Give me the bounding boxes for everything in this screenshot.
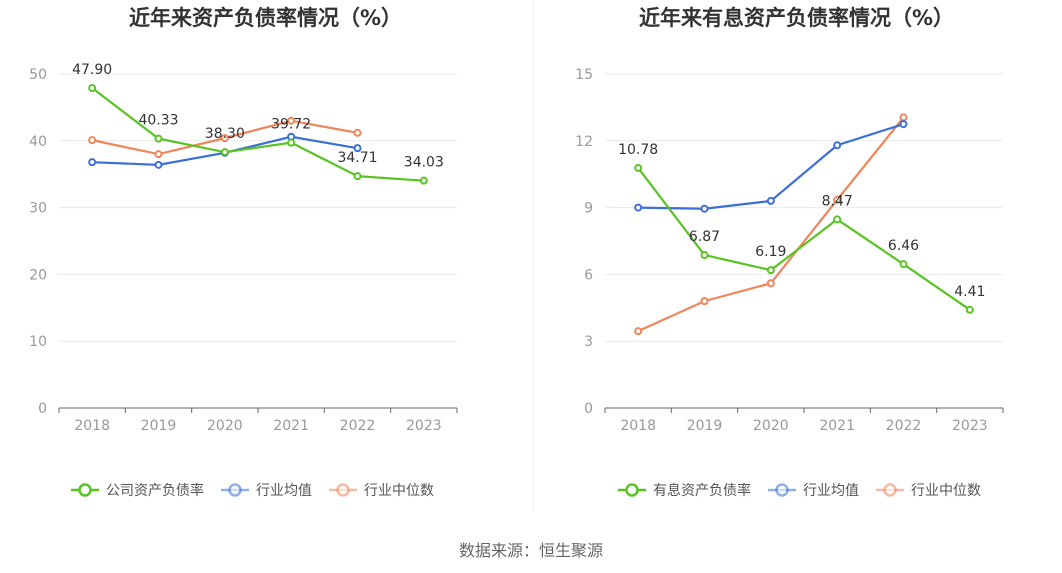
data-point[interactable] xyxy=(88,136,97,145)
series-line xyxy=(637,116,905,333)
data-point[interactable] xyxy=(634,203,643,212)
x-tick-label: 2019 xyxy=(687,418,723,434)
data-point[interactable] xyxy=(88,158,97,167)
data-point[interactable] xyxy=(833,215,842,224)
panel-divider xyxy=(533,0,534,510)
chart-legend: 公司资产负债率 行业均值 行业中位数 xyxy=(70,478,450,502)
x-tick-label: 2020 xyxy=(753,418,789,434)
data-point[interactable] xyxy=(766,279,775,288)
chart-title: 近年来资产负债率情况（%） xyxy=(128,6,403,30)
x-tick-label: 2022 xyxy=(340,418,376,434)
legend-item[interactable]: 行业中位数 xyxy=(328,480,434,500)
chart-plot-debt-ratio: 0 10 20 30 40 50 2018 2019 2020 2021 2022 2023 47.90… xyxy=(29,62,458,434)
y-tick-label: 10 xyxy=(29,334,47,350)
data-point[interactable] xyxy=(833,141,842,150)
data-point[interactable] xyxy=(220,148,229,157)
legend-label: 行业均值 xyxy=(803,483,859,499)
x-tick-label: 2019 xyxy=(141,418,177,434)
data-point[interactable] xyxy=(353,172,362,181)
x-tick-label: 2021 xyxy=(273,418,309,434)
data-point[interactable] xyxy=(419,176,428,185)
legend-line-icon xyxy=(768,483,796,497)
y-tick-label: 20 xyxy=(29,267,47,283)
data-point[interactable] xyxy=(700,251,709,260)
legend-line-icon xyxy=(329,483,357,497)
data-point[interactable] xyxy=(154,150,163,159)
x-tick-label: 2020 xyxy=(207,418,243,434)
data-label: 34.71 xyxy=(337,150,377,166)
y-tick-label: 3 xyxy=(584,334,593,350)
data-point[interactable] xyxy=(634,163,643,172)
data-point[interactable] xyxy=(700,204,709,213)
data-label: 47.90 xyxy=(72,62,112,78)
legend-line-icon xyxy=(618,483,646,497)
legend-label: 公司资产负债率 xyxy=(106,483,204,499)
data-label: 39.72 xyxy=(271,117,311,133)
x-tick-label: 2023 xyxy=(952,418,988,434)
data-label: 8.47 xyxy=(822,193,853,209)
data-point[interactable] xyxy=(634,327,643,336)
x-tick-label: 2018 xyxy=(74,418,110,434)
y-tick-label: 12 xyxy=(575,134,593,150)
data-label: 6.46 xyxy=(888,238,919,254)
legend-item[interactable]: 有息资产负债率 xyxy=(617,480,751,500)
data-label: 40.33 xyxy=(138,113,178,129)
data-point[interactable] xyxy=(88,84,97,93)
y-tick-label: 9 xyxy=(584,201,593,217)
x-tick-label: 2021 xyxy=(819,418,855,434)
legend-item[interactable]: 行业均值 xyxy=(220,480,312,500)
data-point[interactable] xyxy=(353,144,362,153)
legend-label: 行业中位数 xyxy=(364,483,434,499)
data-point[interactable] xyxy=(766,266,775,275)
data-label: 10.78 xyxy=(618,142,658,158)
data-point[interactable] xyxy=(899,113,908,122)
data-point[interactable] xyxy=(353,128,362,137)
y-tick-label: 50 xyxy=(29,67,47,83)
legend-line-icon xyxy=(221,483,249,497)
y-tick-label: 6 xyxy=(584,267,593,283)
data-point[interactable] xyxy=(833,195,842,204)
data-source-note: 数据来源：恒生聚源 xyxy=(458,541,603,560)
chart-panel-interest-debt-ratio: 近年来有息资产负债率情况（%） 0 3 6 9 12 15 2018 2019 2020 2021… xyxy=(531,0,1062,520)
chart-panel-debt-ratio: 近年来资产负债率情况（%） 0 10 20 30 40 50 2018 2019 2020 202… xyxy=(0,0,531,520)
chart-legend: 有息资产负债率 行业均值 行业中位数 xyxy=(617,478,997,502)
legend-label: 有息资产负债率 xyxy=(653,483,751,499)
data-point[interactable] xyxy=(220,134,229,143)
legend-line-icon xyxy=(71,483,99,497)
legend-label: 行业均值 xyxy=(256,483,312,499)
legend-label: 行业中位数 xyxy=(911,483,981,499)
data-label: 38.30 xyxy=(205,126,245,142)
x-tick-label: 2022 xyxy=(886,418,922,434)
data-label: 6.19 xyxy=(755,244,786,260)
data-label: 6.87 xyxy=(689,229,720,245)
y-tick-label: 0 xyxy=(584,401,593,417)
data-point[interactable] xyxy=(154,160,163,169)
data-point[interactable] xyxy=(965,305,974,314)
data-point[interactable] xyxy=(899,120,908,129)
y-tick-label: 40 xyxy=(29,134,47,150)
series-line xyxy=(91,87,424,182)
legend-item[interactable]: 行业均值 xyxy=(767,480,859,500)
data-point[interactable] xyxy=(899,260,908,269)
data-point[interactable] xyxy=(700,297,709,306)
data-point[interactable] xyxy=(766,196,775,205)
legend-item[interactable]: 行业中位数 xyxy=(875,480,981,500)
legend-line-icon xyxy=(876,483,904,497)
legend-item[interactable]: 公司资产负债率 xyxy=(70,480,204,500)
data-label: 34.03 xyxy=(404,155,444,171)
y-tick-label: 0 xyxy=(38,401,47,417)
data-point[interactable] xyxy=(154,134,163,143)
x-tick-label: 2023 xyxy=(406,418,442,434)
series-line xyxy=(637,167,971,311)
chart-plot-interest-debt-ratio: 0 3 6 9 12 15 2018 2019 2020 2021 2022 2023 10.78 6.8… xyxy=(575,67,1004,434)
y-tick-label: 15 xyxy=(575,67,593,83)
data-point[interactable] xyxy=(287,116,296,125)
data-point[interactable] xyxy=(287,138,296,147)
chart-title: 近年来有息资产负债率情况（%） xyxy=(638,6,955,30)
data-label: 4.41 xyxy=(954,284,985,300)
y-tick-label: 30 xyxy=(29,201,47,217)
x-tick-label: 2018 xyxy=(620,418,656,434)
